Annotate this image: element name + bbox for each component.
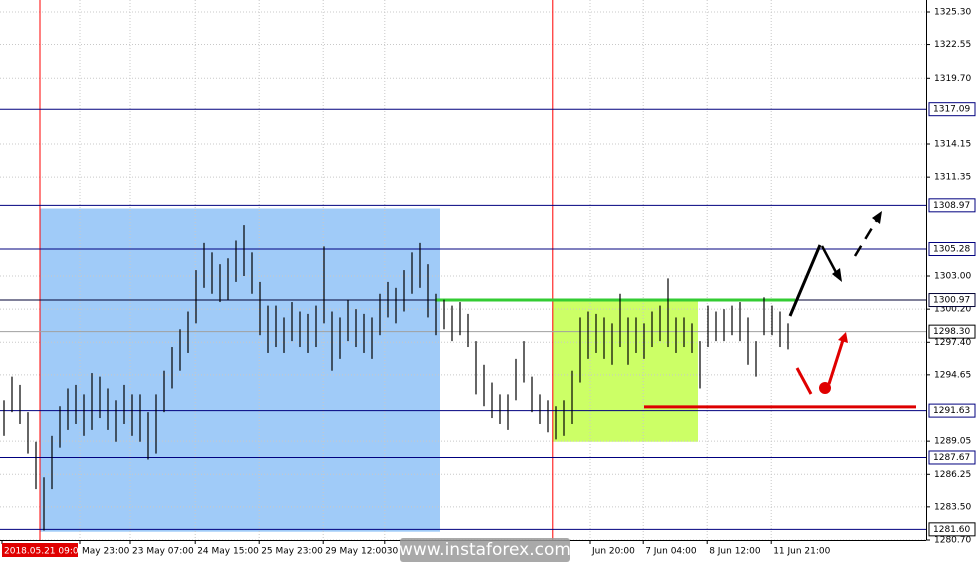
watermark-box	[400, 538, 570, 562]
y-tick-label: 1280.70	[934, 536, 971, 546]
arrow-head	[832, 268, 842, 282]
zone	[40, 208, 440, 532]
level-label-box	[928, 522, 976, 537]
y-tick-label: 1286.25	[934, 470, 971, 480]
forecast-arrow	[820, 245, 840, 277]
x-tick-label: 11 Jun 21:00	[773, 547, 830, 557]
level-label: 1291.63	[933, 406, 970, 416]
watermark: www.instaforex.com	[399, 540, 571, 560]
y-tick-label: 1303.00	[934, 272, 971, 282]
x-tick-label: 8 Jun 12:00	[709, 547, 761, 557]
forecast-arrow	[788, 244, 822, 317]
y-tick-label: 1283.50	[934, 502, 971, 512]
x-tick-label: 2018.05.21 09:00	[4, 547, 85, 557]
level-label-box	[928, 403, 976, 418]
forecast-arrow	[795, 367, 813, 395]
level-label: 1300.97	[933, 296, 970, 306]
y-tick-label: 1319.70	[934, 74, 971, 84]
arrow-head	[872, 211, 882, 224]
level-label-box	[928, 450, 976, 465]
forecast-arrow	[853, 217, 880, 257]
forecast-drawings	[788, 211, 882, 395]
level-label: 1317.09	[933, 105, 970, 115]
level-label-box	[928, 198, 976, 213]
level-label-box	[928, 324, 976, 339]
level-label-box	[928, 102, 976, 117]
x-tick-label: Jun 20:00	[591, 547, 635, 557]
x-tick-label: 30	[387, 547, 399, 557]
level-label: 1298.30	[933, 327, 970, 337]
x-tick-label: May 23:00	[82, 547, 130, 557]
x-tick-label: 24 May 15:00	[197, 547, 259, 557]
forecast-arrow	[827, 339, 845, 385]
y-tick-label: 1297.40	[934, 338, 971, 348]
y-tick-label: 1289.05	[934, 437, 971, 447]
level-label: 1287.67	[933, 453, 970, 463]
x-tick-label: 25 May 23:00	[261, 547, 323, 557]
x-tick-label: 29 May 12:00	[325, 547, 387, 557]
x-tick-highlight	[2, 543, 78, 557]
y-tick-label: 1300.20	[934, 305, 971, 315]
level-label: 1281.60	[933, 525, 970, 535]
forecast-point	[819, 382, 831, 394]
y-tick-label: 1314.15	[934, 140, 971, 150]
x-tick-label: 7 Jun 04:00	[645, 547, 697, 557]
y-tick-label: 1322.55	[934, 40, 971, 50]
y-tick-label: 1311.35	[934, 173, 971, 183]
level-label-box	[928, 242, 976, 257]
level-label: 1308.97	[933, 201, 970, 211]
level-label: 1305.28	[933, 245, 970, 255]
y-tick-label: 1325.30	[934, 8, 971, 18]
x-tick-label: 23 May 07:00	[132, 547, 194, 557]
level-label-box	[928, 293, 976, 308]
arrow-head	[838, 332, 848, 343]
zone	[552, 299, 698, 442]
y-tick-label: 1294.65	[934, 370, 971, 380]
